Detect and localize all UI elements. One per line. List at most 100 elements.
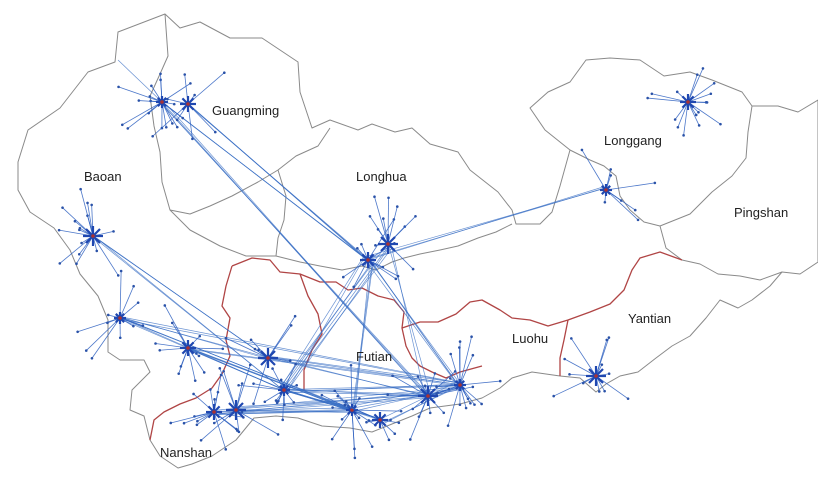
spoke-node	[196, 419, 199, 423]
spoke-line	[178, 347, 189, 374]
spoke-line	[392, 375, 429, 397]
spoke-node	[191, 137, 194, 141]
spoke-line	[92, 235, 119, 276]
spoke-node	[253, 347, 257, 351]
spoke-node	[137, 99, 141, 102]
spoke-node	[221, 347, 225, 351]
spoke-node	[442, 411, 446, 415]
spoke-line	[225, 337, 269, 359]
spoke-node	[333, 389, 337, 393]
spoke-node	[368, 215, 372, 218]
flow-line	[211, 386, 463, 411]
spoke-line	[350, 365, 353, 411]
flow-line	[282, 388, 376, 418]
label-pingshan: Pingshan	[734, 205, 788, 220]
spoke-node	[198, 334, 202, 338]
spoke-node	[224, 336, 228, 340]
spoke-node	[709, 92, 713, 96]
spoke-node	[352, 285, 356, 289]
spoke-node	[600, 363, 604, 366]
spoke-node	[136, 301, 140, 304]
spoke-node	[697, 111, 700, 114]
spoke-node	[76, 330, 79, 334]
spoke-line	[553, 375, 597, 397]
spoke-node	[387, 438, 391, 442]
spoke-node	[249, 338, 253, 342]
label-nanshan: Nanshan	[160, 445, 212, 460]
spoke-node	[79, 187, 82, 191]
spoke-node	[458, 403, 462, 407]
spoke-line	[321, 394, 353, 411]
spoke-node	[399, 409, 403, 413]
spoke-node	[389, 418, 392, 422]
spoke-line	[238, 384, 285, 391]
spoke-node	[607, 336, 611, 339]
flow-line	[349, 387, 465, 409]
flow-line	[279, 243, 388, 388]
flow-lines	[88, 59, 604, 424]
spoke-node	[132, 284, 135, 288]
spoke-line	[687, 101, 700, 126]
spoke-node	[449, 352, 453, 356]
hub	[117, 72, 192, 130]
spoke-node	[697, 124, 701, 127]
spoke-node	[343, 403, 347, 407]
flow-line	[166, 104, 425, 394]
spoke-line	[374, 196, 389, 245]
label-guangming: Guangming	[212, 103, 279, 118]
city-outline	[17, 13, 818, 469]
spoke-line	[119, 286, 134, 319]
spoke-node	[154, 342, 157, 345]
spoke-node	[177, 372, 181, 375]
spoke-node	[163, 304, 167, 307]
spoke-line	[687, 101, 721, 125]
spoke-node	[603, 200, 607, 204]
spoke-line	[564, 358, 597, 377]
flow-line	[161, 101, 364, 258]
spoke-line	[223, 371, 237, 411]
spoke-node	[112, 230, 115, 233]
spoke-node	[289, 324, 293, 327]
spoke-node	[458, 346, 461, 349]
hub	[151, 71, 226, 141]
hub-center	[186, 102, 190, 106]
spoke-node	[373, 195, 376, 199]
spoke-line	[570, 338, 597, 377]
spoke-node	[633, 208, 637, 212]
spoke-node	[181, 116, 185, 120]
label-longgang: Longgang	[604, 133, 662, 148]
label-luohu: Luohu	[512, 331, 548, 346]
spoke-node	[189, 82, 192, 85]
spoke-node	[57, 228, 61, 232]
flow-line	[286, 245, 391, 392]
spoke-line	[418, 395, 429, 417]
spoke-line	[687, 74, 698, 103]
spoke-node	[626, 397, 630, 400]
spoke-node	[395, 205, 399, 208]
spoke-node	[458, 340, 462, 343]
spoke-node	[675, 90, 679, 94]
spoke-node	[240, 382, 244, 385]
hub	[343, 403, 401, 442]
spoke-node	[603, 389, 606, 393]
label-baoan: Baoan	[84, 169, 122, 184]
spoke-node	[237, 383, 240, 387]
spoke-node	[374, 244, 377, 247]
spoke-line	[80, 189, 94, 237]
spoke-node	[209, 388, 212, 391]
spoke-node	[417, 415, 421, 418]
spoke-node	[416, 375, 420, 378]
spoke-node	[367, 419, 371, 422]
hub	[646, 67, 722, 137]
hub	[368, 195, 417, 271]
spoke-line	[687, 93, 711, 103]
spoke-line	[369, 216, 389, 245]
spoke-line	[119, 317, 143, 326]
spoke-node	[95, 249, 99, 253]
spoke-line	[459, 336, 472, 386]
spoke-node	[619, 199, 623, 202]
spoke-line	[187, 347, 196, 381]
spoke-node	[580, 148, 584, 152]
spoke-node	[218, 367, 222, 370]
spoke-line	[164, 305, 189, 349]
